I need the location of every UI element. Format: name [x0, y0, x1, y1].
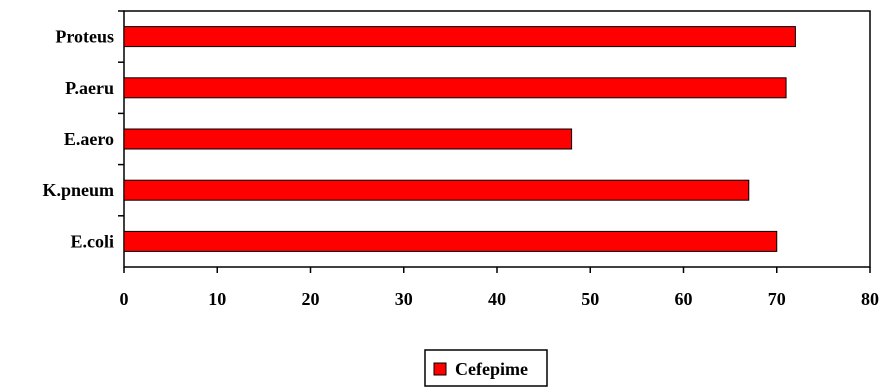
legend: Cefepime — [424, 349, 548, 387]
category-label: K.pneum — [42, 180, 114, 200]
x-tick-label: 70 — [768, 289, 786, 309]
bars-group — [123, 26, 796, 252]
bar-k-pneum — [123, 179, 750, 201]
x-tick-label: 40 — [488, 289, 506, 309]
x-tick-label: 80 — [861, 289, 879, 309]
x-tick-label: 20 — [302, 289, 320, 309]
x-tick-label: 50 — [581, 289, 599, 309]
legend-label: Cefepime — [455, 359, 528, 379]
category-label: P.aeru — [65, 78, 114, 98]
x-tick-label: 30 — [395, 289, 413, 309]
bar-e-coli — [123, 230, 778, 252]
bar-e-aero — [123, 128, 573, 150]
x-tick-label: 60 — [675, 289, 693, 309]
x-axis-ticks: 0 10 20 30 40 50 60 70 80 — [120, 267, 879, 309]
category-labels: Proteus P.aeru E.aero K.pneum E.coli — [42, 10, 124, 251]
x-tick-label: 0 — [120, 289, 129, 309]
x-tick-label: 10 — [208, 289, 226, 309]
category-label: E.coli — [71, 231, 115, 251]
legend-swatch — [433, 362, 447, 376]
bar-proteus — [123, 26, 796, 48]
bar-p-aeru — [123, 77, 787, 99]
category-label: E.aero — [64, 129, 114, 149]
category-label: Proteus — [55, 27, 114, 47]
